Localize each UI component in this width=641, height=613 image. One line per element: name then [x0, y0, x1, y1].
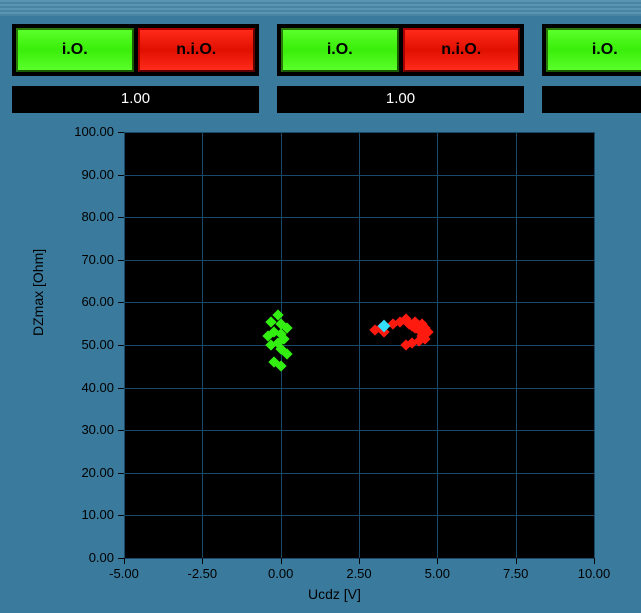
ok-button[interactable]: i.O.	[281, 28, 399, 72]
y-tick-label: 60.00	[54, 294, 114, 309]
header-stripes	[0, 0, 641, 16]
y-tick-label: 30.00	[54, 422, 114, 437]
panel-gap	[12, 76, 259, 86]
tick-mark	[118, 345, 124, 346]
y-tick-label: 20.00	[54, 465, 114, 480]
not-ok-button[interactable]: n.i.O.	[138, 28, 256, 72]
tick-mark	[118, 515, 124, 516]
x-tick-label: 0.00	[256, 566, 306, 581]
button-row: i.O. n.i.O.	[542, 24, 641, 76]
tick-mark	[118, 388, 124, 389]
x-tick-label: 7.50	[491, 566, 541, 581]
x-tick-label: 5.00	[412, 566, 462, 581]
x-axis-title: Ucdz [V]	[308, 586, 361, 602]
gridline-v	[202, 132, 203, 558]
y-tick-label: 90.00	[54, 167, 114, 182]
x-tick-label: 10.00	[569, 566, 619, 581]
tick-mark	[118, 132, 124, 133]
x-tick-label: -2.50	[177, 566, 227, 581]
panel-gap	[277, 76, 524, 86]
panel-gap	[542, 76, 641, 86]
button-row: i.O. n.i.O.	[12, 24, 259, 76]
status-panel-1: i.O. n.i.O. 1.00	[12, 24, 259, 113]
plot-area	[124, 132, 594, 558]
tick-mark	[118, 302, 124, 303]
gridline-v	[124, 132, 125, 558]
ok-button[interactable]: i.O.	[16, 28, 134, 72]
status-panel-3: i.O. n.i.O. 1.00	[542, 24, 641, 113]
value-display: 1.00	[542, 86, 641, 113]
gridline-v	[516, 132, 517, 558]
tick-mark	[437, 558, 438, 564]
tick-mark	[516, 558, 517, 564]
y-tick-label: 70.00	[54, 252, 114, 267]
value-display: 1.00	[12, 86, 259, 113]
ok-button[interactable]: i.O.	[546, 28, 641, 72]
tick-mark	[118, 473, 124, 474]
y-tick-label: 40.00	[54, 380, 114, 395]
tick-mark	[281, 558, 282, 564]
status-panels: i.O. n.i.O. 1.00 i.O. n.i.O. 1.00 i.O. n…	[0, 16, 641, 113]
gridline-v	[359, 132, 360, 558]
tick-mark	[118, 217, 124, 218]
value-display: 1.00	[277, 86, 524, 113]
scatter-chart: DZmax [Ohm] Ucdz [V] 0.0010.0020.0030.00…	[48, 126, 628, 606]
gridline-v	[594, 132, 595, 558]
tick-mark	[118, 260, 124, 261]
tick-mark	[202, 558, 203, 564]
tick-mark	[124, 558, 125, 564]
y-tick-label: 10.00	[54, 507, 114, 522]
x-tick-label: -5.00	[99, 566, 149, 581]
tick-mark	[118, 175, 124, 176]
y-tick-label: 0.00	[54, 550, 114, 565]
tick-mark	[359, 558, 360, 564]
y-axis-title: DZmax [Ohm]	[30, 249, 46, 336]
x-tick-label: 2.50	[334, 566, 384, 581]
y-tick-label: 50.00	[54, 337, 114, 352]
status-panel-2: i.O. n.i.O. 1.00	[277, 24, 524, 113]
tick-mark	[118, 430, 124, 431]
button-row: i.O. n.i.O.	[277, 24, 524, 76]
y-tick-label: 80.00	[54, 209, 114, 224]
y-tick-label: 100.00	[54, 124, 114, 139]
not-ok-button[interactable]: n.i.O.	[403, 28, 521, 72]
gridline-v	[437, 132, 438, 558]
tick-mark	[594, 558, 595, 564]
